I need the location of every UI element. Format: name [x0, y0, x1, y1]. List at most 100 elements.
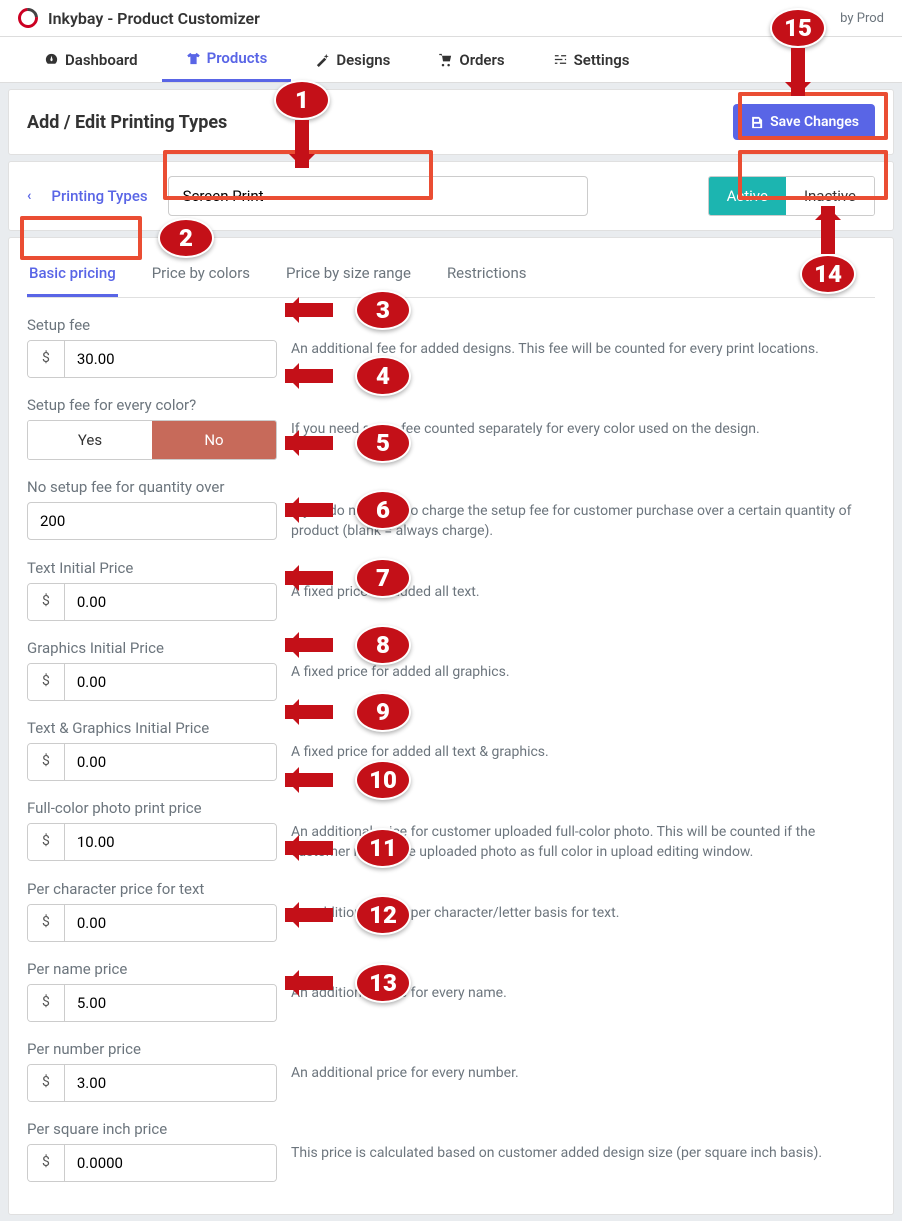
field-setup_fee: Setup fee $ An additional fee for added de…: [27, 316, 875, 378]
currency-prefix: $: [28, 905, 65, 941]
field-per_char: Per character price for text $ An addition…: [27, 880, 875, 942]
field-per_number: Per number price $ An additional price for…: [27, 1040, 875, 1102]
field-label: Per number price: [27, 1040, 875, 1058]
printing-type-name-input[interactable]: [168, 176, 588, 216]
value-input[interactable]: [65, 905, 277, 941]
context-bar: ‹ Printing Types Active Inactive: [8, 161, 894, 231]
money-input: $: [27, 743, 277, 781]
inner-tabs: Basic pricing Price by colors Price by s…: [27, 252, 875, 298]
save-button[interactable]: Save Changes: [733, 104, 875, 140]
tab-restrictions[interactable]: Restrictions: [445, 252, 529, 297]
field-help: A fixed price for added all text.: [291, 583, 875, 603]
field-help: An additional fee for added designs. Thi…: [291, 340, 875, 360]
value-input[interactable]: [65, 824, 277, 860]
field-help: If you need setup fee counted separately…: [291, 420, 875, 440]
tab-basic-pricing[interactable]: Basic pricing: [27, 252, 118, 297]
value-input[interactable]: [65, 1145, 277, 1181]
money-input: $: [27, 583, 277, 621]
field-help: This price is calculated based on custom…: [291, 1144, 875, 1164]
field-label: Per name price: [27, 960, 875, 978]
cart-icon: [438, 52, 453, 67]
sliders-icon: [553, 52, 568, 67]
form-card: Basic pricing Price by colors Price by s…: [8, 237, 894, 1215]
value-input[interactable]: [65, 985, 277, 1021]
nav-orders[interactable]: Orders: [414, 37, 528, 82]
yes-button[interactable]: Yes: [28, 421, 152, 459]
wand-icon: [315, 52, 330, 67]
main-nav: Dashboard Products Designs Orders Settin…: [0, 37, 902, 83]
field-help: A fixed price for added all graphics.: [291, 663, 875, 683]
value-input[interactable]: [65, 341, 277, 377]
app-header: Inkybay - Product Customizer by Prod: [0, 0, 902, 37]
breadcrumb-link[interactable]: Printing Types: [51, 187, 147, 205]
page-title-bar: Add / Edit Printing Types Save Changes: [8, 89, 894, 155]
currency-prefix: $: [28, 341, 65, 377]
field-setup_per_color: Setup fee for every color? YesNo If you ne…: [27, 396, 875, 460]
tab-price-by-size-range[interactable]: Price by size range: [284, 252, 413, 297]
money-input: $: [27, 984, 277, 1022]
page-title: Add / Edit Printing Types: [27, 112, 227, 133]
field-help: An additional price per character/letter…: [291, 904, 875, 924]
currency-prefix: $: [28, 1065, 65, 1101]
nav-label: Dashboard: [65, 51, 138, 69]
nav-label: Products: [207, 49, 268, 67]
value-input[interactable]: [27, 502, 277, 540]
field-help: An additional price for every name.: [291, 984, 875, 1004]
currency-prefix: $: [28, 824, 65, 860]
value-input[interactable]: [65, 664, 277, 700]
tshirt-icon: [186, 51, 201, 66]
field-label: Setup fee for every color?: [27, 396, 875, 414]
no-button[interactable]: No: [152, 421, 276, 459]
field-text_initial: Text Initial Price $ A fixed price for add…: [27, 559, 875, 621]
app-name: Inkybay - Product Customizer: [48, 9, 260, 28]
nav-designs[interactable]: Designs: [291, 37, 414, 82]
field-label: Setup fee: [27, 316, 875, 334]
chevron-left-icon: ‹: [27, 188, 31, 204]
value-input[interactable]: [65, 1065, 277, 1101]
nav-label: Designs: [336, 51, 390, 69]
field-help: If you do not want to charge the setup f…: [291, 502, 875, 541]
field-label: Graphics Initial Price: [27, 639, 875, 657]
save-label: Save Changes: [770, 114, 859, 130]
status-inactive-button[interactable]: Inactive: [786, 177, 874, 215]
field-graphics_initial: Graphics Initial Price $ A fixed price for…: [27, 639, 875, 701]
field-full_color_photo: Full-color photo print price $ An addition…: [27, 799, 875, 862]
money-input: $: [27, 823, 277, 861]
field-no_setup_qty: No setup fee for quantity overIf you do …: [27, 478, 875, 541]
currency-prefix: $: [28, 1145, 65, 1181]
nav-dashboard[interactable]: Dashboard: [20, 37, 162, 82]
field-label: Text & Graphics Initial Price: [27, 719, 875, 737]
money-input: $: [27, 1144, 277, 1182]
save-icon: [749, 115, 764, 130]
value-input[interactable]: [65, 584, 277, 620]
field-help: An additional price for customer uploade…: [291, 823, 875, 862]
field-label: Full-color photo print price: [27, 799, 875, 817]
money-input: $: [27, 904, 277, 942]
money-input: $: [27, 1064, 277, 1102]
money-input: $: [27, 340, 277, 378]
field-label: Text Initial Price: [27, 559, 875, 577]
yesno-toggle: YesNo: [27, 420, 277, 460]
currency-prefix: $: [28, 985, 65, 1021]
money-input: $: [27, 663, 277, 701]
nav-label: Orders: [459, 51, 504, 69]
byline: by Prod: [840, 11, 884, 26]
tab-price-by-colors[interactable]: Price by colors: [150, 252, 252, 297]
gauge-icon: [44, 52, 59, 67]
value-input[interactable]: [65, 744, 277, 780]
currency-prefix: $: [28, 664, 65, 700]
nav-label: Settings: [574, 51, 630, 69]
currency-prefix: $: [28, 584, 65, 620]
field-label: Per character price for text: [27, 880, 875, 898]
app-logo-icon: [14, 4, 42, 32]
field-label: Per square inch price: [27, 1120, 875, 1138]
nav-products[interactable]: Products: [162, 37, 292, 82]
field-per_sq_inch: Per square inch price $ This price is calc…: [27, 1120, 875, 1182]
field-help: A fixed price for added all text & graph…: [291, 743, 875, 763]
status-toggle: Active Inactive: [708, 176, 875, 216]
field-help: An additional price for every number.: [291, 1064, 875, 1084]
field-per_name: Per name price $ An additional price for e…: [27, 960, 875, 1022]
nav-settings[interactable]: Settings: [529, 37, 654, 82]
currency-prefix: $: [28, 744, 65, 780]
status-active-button[interactable]: Active: [709, 177, 786, 215]
